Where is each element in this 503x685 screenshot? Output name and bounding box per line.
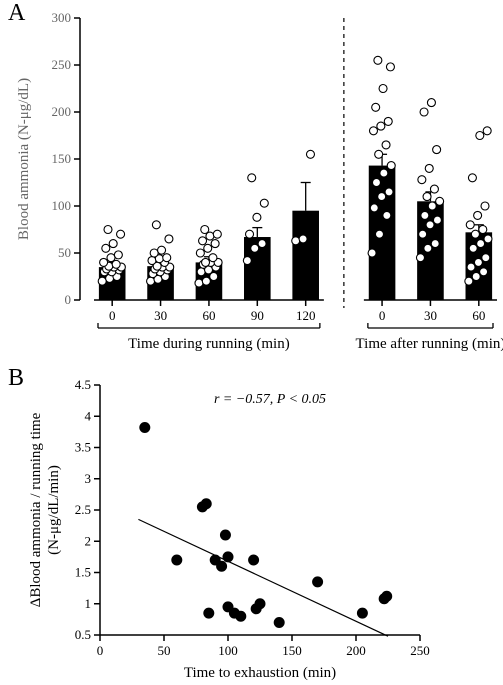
svg-text:50: 50 [58, 245, 71, 260]
svg-text:150: 150 [52, 151, 72, 166]
svg-text:1: 1 [85, 596, 92, 611]
svg-text:30: 30 [154, 308, 167, 323]
svg-text:200: 200 [52, 104, 72, 119]
svg-text:250: 250 [410, 643, 430, 658]
svg-text:0: 0 [65, 292, 72, 307]
svg-text:250: 250 [52, 57, 72, 72]
svg-text:(N-μg/dL/min): (N-μg/dL/min) [46, 465, 62, 555]
svg-text:100: 100 [218, 643, 238, 658]
svg-text:Blood ammonia (N-μg/dL): Blood ammonia (N-μg/dL) [16, 78, 32, 240]
svg-text:30: 30 [424, 308, 437, 323]
svg-text:4.5: 4.5 [75, 377, 91, 392]
svg-text:Time to exhaustion (min): Time to exhaustion (min) [184, 665, 336, 681]
svg-text:100: 100 [52, 198, 72, 213]
svg-text:ΔBlood ammonia / running time: ΔBlood ammonia / running time [28, 412, 44, 607]
svg-text:60: 60 [472, 308, 485, 323]
panel-b-chart: 0.5 1 1.5 2 2.5 3 3.5 4 4.5 0 50 100 150 200 250 ΔBlood… [0, 365, 503, 685]
svg-text:150: 150 [282, 643, 302, 658]
svg-text:2: 2 [85, 533, 92, 548]
svg-text:0: 0 [109, 308, 116, 323]
svg-text:2.5: 2.5 [75, 502, 91, 517]
svg-text:120: 120 [296, 308, 316, 323]
svg-text:3.5: 3.5 [75, 440, 91, 455]
svg-text:0: 0 [97, 643, 104, 658]
svg-text:r = −0.57, P < 0.05: r = −0.57, P < 0.05 [214, 392, 326, 407]
svg-text:1.5: 1.5 [75, 565, 91, 580]
svg-text:300: 300 [52, 10, 72, 25]
svg-text:60: 60 [202, 308, 215, 323]
svg-text:90: 90 [251, 308, 264, 323]
svg-text:0: 0 [379, 308, 386, 323]
svg-text:Time during running (min): Time during running (min) [128, 336, 290, 352]
figure-container: A 050100150200250300Blood ammonia (N-μg/… [0, 0, 503, 685]
svg-text:50: 50 [158, 643, 171, 658]
svg-text:4: 4 [85, 408, 92, 423]
svg-text:3: 3 [85, 471, 92, 486]
svg-text:0.5: 0.5 [75, 627, 91, 642]
svg-text:200: 200 [346, 643, 366, 658]
svg-text:Time after running (min): Time after running (min) [356, 336, 503, 352]
panel-a-chart: 050100150200250300Blood ammonia (N-μg/dL… [0, 0, 503, 360]
